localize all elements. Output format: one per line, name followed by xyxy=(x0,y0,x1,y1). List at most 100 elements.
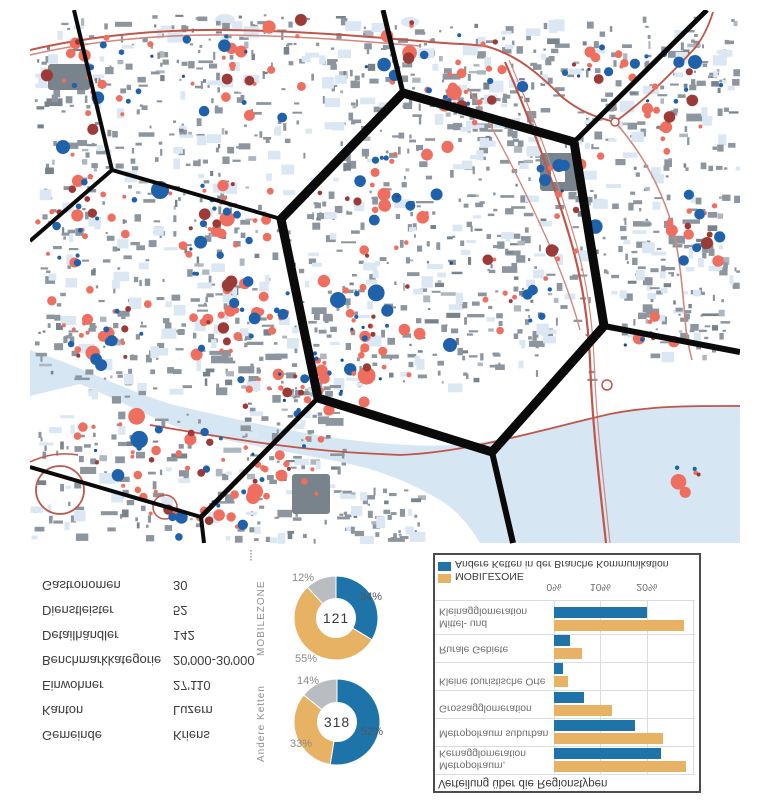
map-dot[interactable] xyxy=(199,318,208,327)
map-dot[interactable] xyxy=(684,222,692,230)
map-dot[interactable] xyxy=(111,469,125,482)
bar-mobilezone[interactable] xyxy=(554,733,663,744)
map-dot[interactable] xyxy=(242,276,254,287)
map-dot[interactable] xyxy=(663,111,676,123)
map-dot[interactable] xyxy=(604,67,614,77)
map-dot[interactable] xyxy=(358,352,365,359)
map-dot[interactable] xyxy=(73,259,82,267)
map-dot[interactable] xyxy=(572,206,580,214)
map-dot[interactable] xyxy=(558,159,570,171)
map-dot[interactable] xyxy=(300,384,305,390)
map-dot[interactable] xyxy=(71,82,78,89)
map-dot[interactable] xyxy=(406,372,412,378)
map-dot[interactable] xyxy=(711,203,718,209)
map-dot[interactable] xyxy=(268,326,277,335)
map-dot[interactable] xyxy=(148,511,153,516)
map-dot[interactable] xyxy=(181,74,185,78)
map-dot[interactable] xyxy=(357,366,376,385)
map-dot[interactable] xyxy=(683,189,695,200)
map-dot[interactable] xyxy=(383,155,389,161)
map-dot[interactable] xyxy=(508,299,513,304)
map-dot[interactable] xyxy=(345,308,355,318)
map-dot[interactable] xyxy=(189,313,199,323)
map-dot[interactable] xyxy=(596,152,605,160)
map-dot[interactable] xyxy=(283,460,290,468)
map-dot[interactable] xyxy=(686,208,693,214)
map-dot[interactable] xyxy=(225,305,236,317)
map-dot[interactable] xyxy=(175,511,188,524)
map-dot[interactable] xyxy=(71,209,84,222)
map-dot[interactable] xyxy=(497,65,507,75)
map-dot[interactable] xyxy=(71,174,85,187)
map-dot[interactable] xyxy=(184,465,191,471)
map-dot[interactable] xyxy=(354,291,360,297)
map-dot[interactable] xyxy=(237,519,248,530)
map-dot[interactable] xyxy=(87,208,97,218)
map-dot[interactable] xyxy=(95,216,100,221)
map-dot[interactable] xyxy=(252,478,258,484)
map-dot[interactable] xyxy=(361,325,365,329)
map-dot[interactable] xyxy=(274,450,285,461)
map-dot[interactable] xyxy=(644,111,651,119)
map-dot[interactable] xyxy=(251,452,255,456)
map-dot[interactable] xyxy=(368,214,380,226)
map-dot[interactable] xyxy=(471,119,478,126)
map-dot[interactable] xyxy=(683,229,694,240)
map-dot[interactable] xyxy=(87,173,94,180)
map-dot[interactable] xyxy=(301,478,308,485)
map-dot[interactable] xyxy=(125,98,131,104)
map-dot[interactable] xyxy=(190,81,195,86)
map-dot[interactable] xyxy=(154,425,163,434)
map-dot[interactable] xyxy=(482,296,489,303)
map-dot[interactable] xyxy=(78,332,84,338)
map-dot[interactable] xyxy=(593,74,604,84)
map-dot[interactable] xyxy=(178,241,188,251)
map-dot[interactable] xyxy=(215,513,221,519)
map-dot[interactable] xyxy=(588,63,593,68)
map-dot[interactable] xyxy=(413,327,426,340)
map-dot[interactable] xyxy=(128,407,146,425)
map-dot[interactable] xyxy=(120,340,126,346)
map-dot[interactable] xyxy=(538,312,546,320)
map-dot-large[interactable] xyxy=(443,338,457,352)
map-dot[interactable] xyxy=(517,81,529,93)
map-dot[interactable] xyxy=(629,58,641,69)
map-dot[interactable] xyxy=(134,486,142,494)
map-dot[interactable] xyxy=(202,188,207,193)
map-dot[interactable] xyxy=(659,126,664,131)
map-dot[interactable] xyxy=(216,251,224,259)
map-dot[interactable] xyxy=(243,445,249,450)
donut-slice[interactable] xyxy=(306,575,337,605)
map-dot[interactable] xyxy=(370,331,376,337)
map-dot[interactable] xyxy=(426,87,432,94)
bar-andere-ketten[interactable] xyxy=(554,635,571,646)
map-dot[interactable] xyxy=(660,136,666,142)
map-dot[interactable] xyxy=(67,340,75,348)
map-dot[interactable] xyxy=(121,483,126,488)
bar-mobilezone[interactable] xyxy=(554,648,582,659)
map-dot[interactable] xyxy=(188,226,193,231)
map-dot[interactable] xyxy=(168,191,173,196)
map-dot[interactable] xyxy=(198,105,210,117)
map-dot[interactable] xyxy=(248,312,261,325)
map-dot[interactable] xyxy=(229,297,240,309)
map-dot[interactable] xyxy=(103,326,110,333)
map-dot[interactable] xyxy=(302,444,306,449)
map-dot[interactable] xyxy=(485,65,493,72)
map-dot[interactable] xyxy=(242,403,249,410)
map-dot[interactable] xyxy=(685,68,693,76)
map-dot[interactable] xyxy=(361,335,368,342)
map-dot[interactable] xyxy=(70,152,75,157)
map-dot[interactable] xyxy=(692,243,702,253)
bar-andere-ketten[interactable] xyxy=(554,692,585,703)
map-dot[interactable] xyxy=(224,34,229,39)
poi-dots-layer[interactable] xyxy=(35,13,726,541)
map-dot[interactable] xyxy=(120,112,125,117)
map-dot[interactable] xyxy=(706,231,713,238)
map-dot[interactable] xyxy=(207,227,212,232)
map-dot[interactable] xyxy=(644,54,649,59)
map-dot[interactable] xyxy=(389,158,395,164)
donut-slice[interactable] xyxy=(293,694,335,766)
map-dot[interactable] xyxy=(694,208,705,220)
donut-slice[interactable] xyxy=(293,586,373,661)
